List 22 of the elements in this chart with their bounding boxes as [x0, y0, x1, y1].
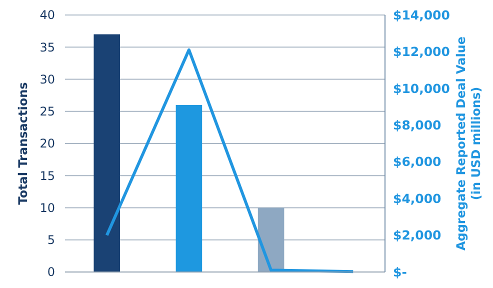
y-tick-label: 0	[47, 265, 55, 280]
y-tick-label: 10	[40, 200, 55, 215]
y2-axis-title: Aggregate Reported Deal Value (in USD millions)	[454, 36, 483, 251]
y-tick-label: 5	[47, 233, 55, 248]
y-tick-label: 30	[40, 72, 55, 86]
y2-tick-label: $10,000	[393, 80, 450, 96]
y-tick-label: 15	[40, 168, 55, 183]
line-series	[105, 48, 355, 274]
y2-tick-label: $2,000	[393, 228, 442, 243]
y-tick-label: 40	[40, 8, 55, 22]
bar	[176, 104, 202, 272]
y-tick-label: 25	[40, 104, 55, 119]
y2-tick-label: $6,000	[393, 154, 442, 170]
y-tick-label: 35	[40, 40, 55, 54]
y2-tick-label: $12,000	[393, 44, 450, 60]
y-tick-label: 20	[40, 136, 55, 151]
y2-tick-label: $14,000	[393, 7, 450, 22]
y2-tick-label: $8,000	[393, 118, 442, 133]
bar	[94, 34, 120, 272]
y-axis-title: Total Transactions	[16, 82, 30, 205]
y2-tick-label: $-	[393, 264, 407, 280]
y2-tick-label: $4,000	[393, 190, 442, 206]
